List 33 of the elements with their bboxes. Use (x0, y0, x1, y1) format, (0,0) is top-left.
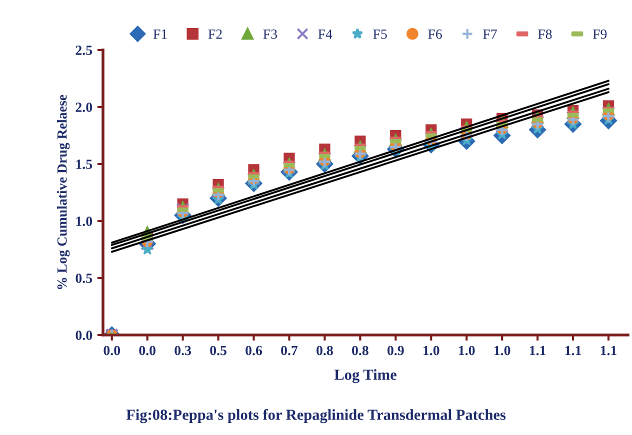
y-tick-label: 1.0 (76, 216, 92, 226)
legend-label: F4 (318, 30, 332, 39)
y-tick-label: 2.5 (76, 46, 92, 56)
y-tick-label: 2.0 (76, 102, 92, 112)
x-tick-label: 1.1 (600, 346, 616, 356)
y-tick-label: 0.5 (76, 274, 92, 284)
x-tick-label: 1.0 (424, 346, 440, 356)
legend-label: F2 (208, 30, 222, 39)
x-tick-label: 0.8 (352, 346, 368, 356)
x-tick-label: 0.3 (174, 346, 192, 356)
y-tick-label: 0.0 (76, 330, 92, 340)
x-tick-label: 1.0 (459, 346, 475, 356)
legend-label: F7 (483, 30, 497, 39)
x-tick-label: 0.5 (210, 346, 226, 356)
y-tick-label: 1.5 (76, 160, 92, 170)
x-tick-label: 0.6 (246, 346, 262, 356)
legend-label: F1 (153, 30, 167, 39)
x-tick-label: 0.0 (139, 346, 156, 356)
x-tick-label: 1.0 (494, 346, 510, 356)
x-axis-title: Log Time (334, 369, 396, 384)
x-tick-label: 0.0 (104, 346, 120, 356)
x-tick-label: 0.7 (281, 346, 298, 356)
x-tick-label: 0.9 (388, 346, 404, 356)
legend-label: F5 (373, 30, 387, 39)
text: Fig:08:Peppa's plots for Repaglinide Transdermal Patches (126, 409, 506, 424)
x-tick-label: 0.8 (316, 346, 333, 356)
legend-label: F3 (263, 30, 277, 39)
y-axis-title: % Log Cumulative Drug Relaese (56, 94, 70, 290)
x-tick-label: 1.1 (530, 346, 546, 356)
legend-label: F9 (592, 30, 607, 39)
x-tick-label: 1.1 (565, 346, 581, 356)
legend-label: F8 (538, 29, 552, 39)
legend-label: F6 (428, 30, 442, 39)
